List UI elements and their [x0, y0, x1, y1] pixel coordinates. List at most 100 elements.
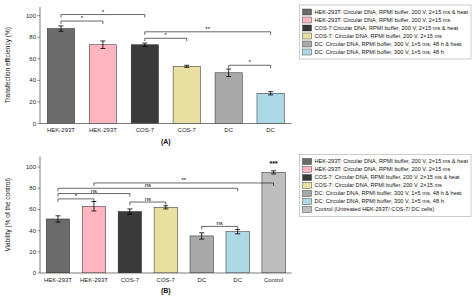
- significance-label: ns: [217, 220, 223, 226]
- y-axis-label: Transfection efficiency (%): [4, 27, 12, 103]
- y-axis-label: Viability (% of the control): [4, 178, 12, 252]
- legend-entry: COS-7: Circular DNA, RPMI buffer, 200 V,…: [315, 174, 460, 180]
- bar: [154, 207, 177, 273]
- error-bar: [199, 233, 204, 239]
- legend-entry: DC: Circular DNA, RPMI buffer, 300 V, 1×…: [315, 41, 462, 47]
- y-tick-label: 60: [29, 56, 36, 62]
- legend-swatch: [303, 167, 312, 173]
- y-tick: [38, 58, 41, 59]
- error-bar: [127, 209, 132, 214]
- y-tick-label: 100: [26, 13, 37, 19]
- x-tick-label: DC: [266, 127, 275, 133]
- legend-entry: DC: Circular DNA, RPMI buffer, 300 V, 1×…: [315, 198, 444, 204]
- y-tick-label: 60: [29, 206, 36, 212]
- y-tick-label: 20: [29, 249, 36, 255]
- significance-bracket: [145, 32, 271, 35]
- x-tick-label: HEK-293T: [80, 277, 108, 283]
- significance-bracket: [229, 65, 271, 68]
- x-tick-label: COS-7: [136, 127, 155, 133]
- y-tick: [38, 251, 41, 252]
- significance-bracket: [61, 15, 145, 18]
- legend-swatch: [303, 191, 312, 197]
- significance-label: *: [102, 9, 105, 15]
- bar: [226, 232, 249, 273]
- legend-swatch: [303, 17, 312, 23]
- legend-entry: COS-7: Circular DNA, RPMI buffer, 200 V,…: [315, 182, 443, 188]
- legend-swatch: [303, 159, 312, 165]
- bar: [82, 206, 105, 273]
- error-bar: [142, 43, 147, 46]
- bar: [47, 29, 74, 124]
- bar: [215, 73, 242, 124]
- legend-entry: COS-7:Circular DNA, RPMI buffer, 200 V, …: [315, 25, 459, 31]
- y-tick-label: 80: [29, 34, 36, 40]
- significance-bracket: [202, 226, 238, 229]
- error-bar: [226, 69, 231, 77]
- y-tick: [38, 101, 41, 102]
- bar: [262, 172, 285, 273]
- figure: 0 20 40 60 80 100 HEK-293T HEK-293T COS-7 COS-7 DC…: [0, 0, 474, 299]
- x-tick-label: COS-7: [178, 127, 197, 133]
- panel: 020406080100HEK-293THEK-293TCOS-7COS-7DC…: [4, 155, 471, 296]
- x-tick-label: DC: [224, 127, 233, 133]
- error-bar: [55, 216, 60, 222]
- y-tick-label: 100: [26, 164, 37, 170]
- legend-swatch: [303, 9, 312, 15]
- x-tick-label: COS-7: [157, 277, 176, 283]
- legend-entry: Control (Untreated HEK-293T/ COS-7/ DC c…: [315, 206, 435, 212]
- y-tick: [38, 230, 41, 231]
- x-axis-label: (A): [161, 138, 171, 146]
- legend-entry: DC: Circular DNA, RPMI buffer, 300 V, 1×…: [315, 49, 444, 55]
- x-tick-label: DC: [197, 277, 206, 283]
- legend-entry: DC: Circular DNA, RPMI buffer, 300 V, 1×…: [315, 190, 462, 196]
- error-bar: [235, 230, 240, 234]
- bar: [118, 212, 141, 273]
- significance-label: *: [81, 15, 84, 21]
- error-bar: [268, 92, 273, 95]
- legend-swatch: [303, 183, 312, 189]
- error-bar: [184, 65, 189, 67]
- x-tick-label: HEK-293T: [47, 127, 75, 133]
- significance-bracket: [94, 183, 274, 186]
- significance-label: **: [205, 26, 210, 32]
- error-bar: [58, 26, 63, 31]
- legend-swatch: [303, 41, 312, 47]
- y-tick-label: 0: [33, 121, 37, 127]
- y-tick: [38, 37, 41, 38]
- x-tick-label: COS-7: [121, 277, 140, 283]
- x-tick-label: DC: [233, 277, 242, 283]
- x-tick-label: HEK-293T: [89, 127, 117, 133]
- y-tick: [38, 273, 41, 274]
- error-bar: [91, 202, 96, 212]
- legend-swatch: [303, 49, 312, 55]
- page: {"chart_data": [ {"type": "bar", "x_labe…: [0, 0, 474, 299]
- y-tick-label: 0: [33, 270, 37, 276]
- bar: [257, 93, 284, 123]
- significance-label: *: [248, 59, 251, 65]
- marks: [47, 26, 284, 124]
- legend-swatch: [303, 25, 312, 31]
- significance-label: *: [165, 32, 168, 38]
- significance-label: ns: [145, 196, 151, 202]
- x-axis: [40, 273, 292, 274]
- significance-bracket: [58, 199, 94, 202]
- significance-label: **: [181, 177, 186, 183]
- bar: [46, 219, 69, 273]
- significance-bracket: [58, 188, 238, 191]
- legend-entry: HEK-293T: Circular DNA, RPMI buffer, 200…: [315, 166, 451, 172]
- y-tick-label: 20: [29, 99, 36, 105]
- legend-entry: HEK-293T: Circular DNA, RPMI buffer, 200…: [315, 9, 469, 15]
- bar: [131, 45, 158, 124]
- legend-frame: [300, 155, 471, 217]
- y-tick-label: 40: [29, 228, 36, 234]
- significance-bracket: [130, 202, 166, 205]
- y-tick: [38, 15, 41, 16]
- error-bar: [163, 206, 168, 209]
- x-axis: [40, 123, 292, 124]
- y-axis: [40, 157, 41, 274]
- legend-swatch: [303, 207, 312, 213]
- legend-swatch: [303, 33, 312, 39]
- legend: HEK-293T: Circular DNA, RPMI buffer, 200…: [300, 155, 471, 217]
- y-axis: [40, 7, 41, 124]
- significance-bracket: [58, 194, 130, 197]
